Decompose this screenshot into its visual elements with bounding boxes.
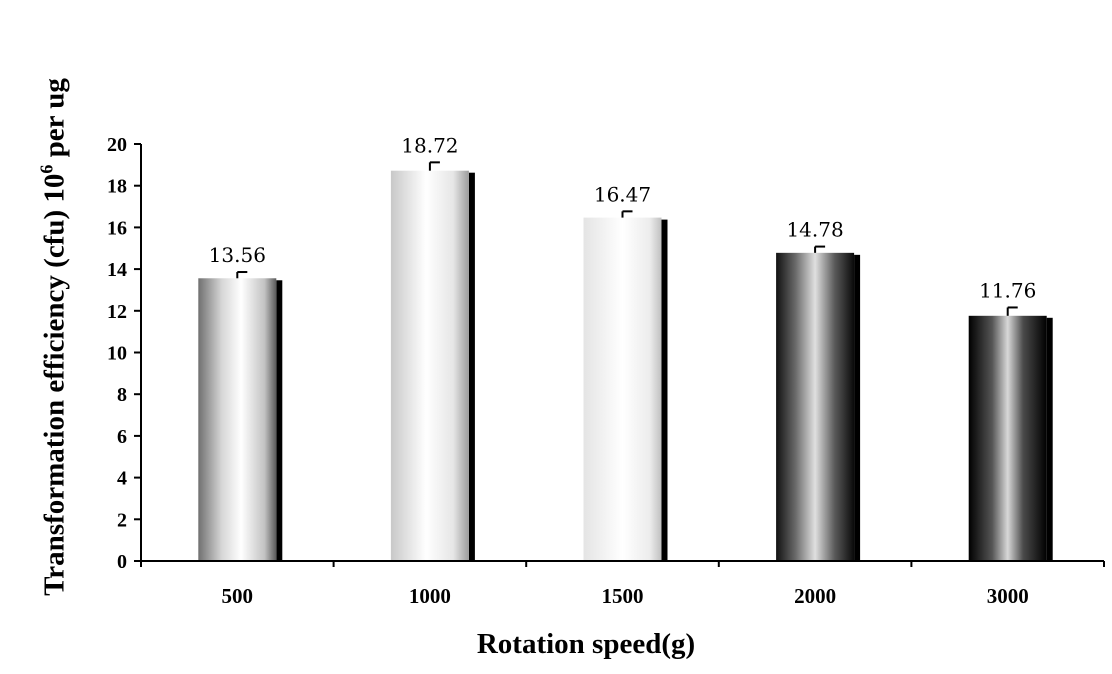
y-tick-label: 14 xyxy=(107,259,127,281)
bar-shadow xyxy=(468,172,475,562)
bar-shadow xyxy=(854,254,861,561)
x-tick-label: 1000 xyxy=(409,584,451,608)
bar-shadow xyxy=(1046,317,1053,561)
axes-layer: 500 1000 1500 2000 3000 0 2 4 6 8 10 12 14 16 18 20 xyxy=(107,134,1105,608)
x-tick-label: 2000 xyxy=(794,584,836,608)
bar-shadow xyxy=(661,219,668,561)
bar xyxy=(583,217,662,561)
x-tick-label: 500 xyxy=(222,584,254,608)
x-axis-title: Rotation speed(g) xyxy=(476,628,696,660)
y-tick-label: 16 xyxy=(107,217,127,239)
data-label: 18.72 xyxy=(401,133,458,157)
data-label: 14.78 xyxy=(786,218,843,242)
y-tick-label: 6 xyxy=(117,426,127,448)
y-axis-title: Transformation efficiency (cfu) 106 per … xyxy=(36,78,71,596)
y-tick-label: 8 xyxy=(117,384,127,406)
y-tick-label: 10 xyxy=(107,343,127,365)
y-tick-label: 4 xyxy=(117,468,127,490)
bar xyxy=(776,252,855,561)
x-tick-label: 3000 xyxy=(987,584,1029,608)
y-tick-label: 0 xyxy=(117,551,127,573)
data-label: 16.47 xyxy=(594,182,651,206)
y-tick-label: 12 xyxy=(107,301,127,323)
data-label: 13.56 xyxy=(209,243,266,267)
data-label: 11.76 xyxy=(979,278,1036,302)
bar-shadow xyxy=(276,280,283,561)
bars-layer: 13.56 18.72 16.47 14.78 11.76 xyxy=(198,133,1053,562)
bar xyxy=(968,315,1047,561)
y-tick-label: 18 xyxy=(107,176,127,198)
bar xyxy=(390,170,469,562)
bar xyxy=(198,278,277,561)
y-tick-label: 2 xyxy=(117,509,127,531)
x-tick-label: 1500 xyxy=(602,584,644,608)
y-tick-label: 20 xyxy=(107,134,127,156)
